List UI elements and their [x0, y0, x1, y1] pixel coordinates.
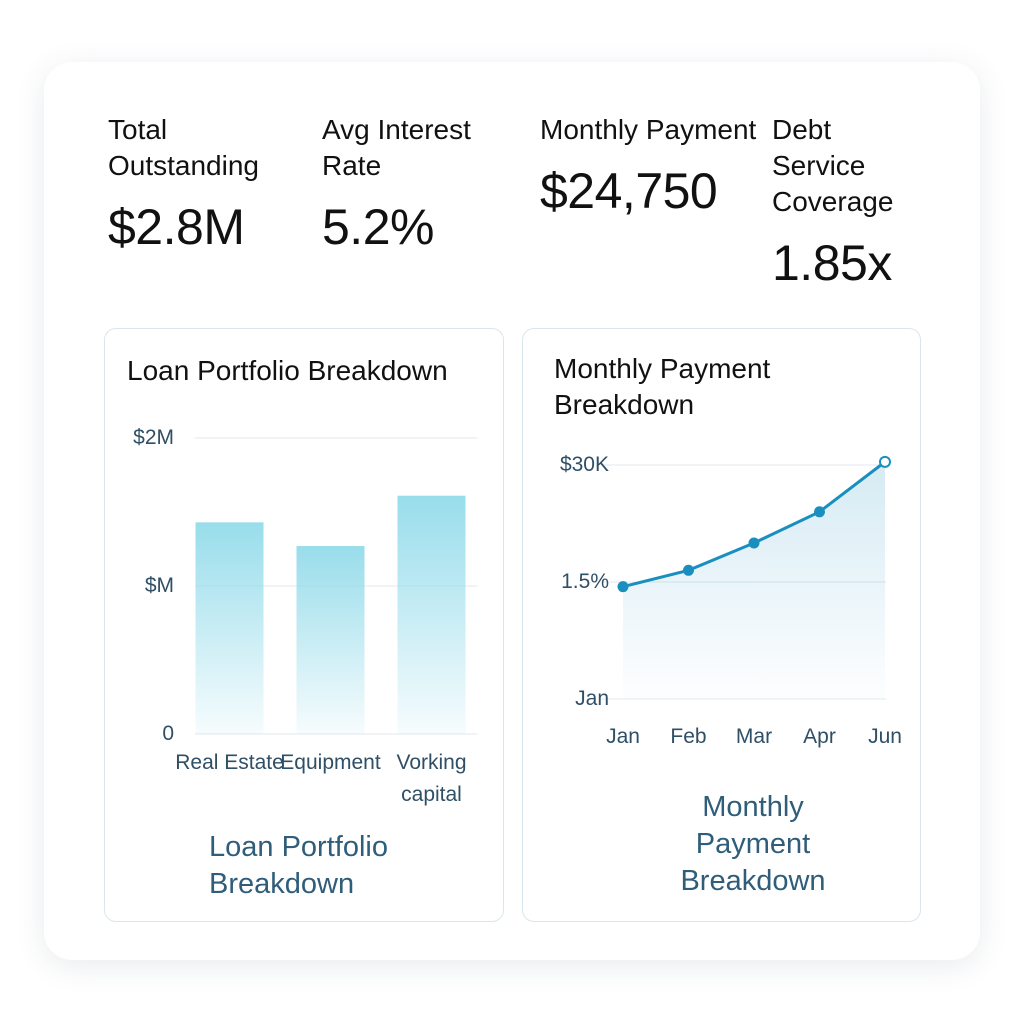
bar: [296, 546, 365, 734]
point: [748, 537, 760, 549]
chart-title: Monthly Payment Breakdown: [554, 353, 771, 420]
kpi-label: Debt Service Coverage: [772, 114, 894, 217]
y-tick-label: $30K: [559, 453, 609, 476]
bar: [397, 495, 466, 734]
kpi-label: Monthly Payment: [540, 114, 757, 145]
kpi: Total Outstanding $2.8M: [108, 112, 298, 256]
chart-panel: Loan Portfolio Breakdown 0 $M $2M Real Estat…: [104, 328, 504, 922]
kpi-value: 1.85x: [772, 235, 892, 291]
chart: [195, 437, 477, 735]
y-tick-label: 1.5%: [561, 570, 609, 593]
chart-caption: Loan Portfolio Breakdown: [209, 831, 388, 900]
point: [814, 506, 825, 518]
chart-caption: Monthly Payment Breakdown: [680, 791, 826, 897]
x-tick-label: Vorking capital: [396, 751, 467, 806]
bar: [195, 522, 264, 734]
kpi-label: Total Outstanding: [108, 114, 259, 181]
x-tick-label: Equipment: [280, 751, 381, 774]
point: [683, 564, 694, 576]
y-tick-label: $2M: [133, 426, 174, 449]
y-tick-label: Jan: [575, 687, 609, 710]
kpi-label: Avg Interest Rate: [322, 114, 471, 181]
x-tick-label: Jan: [606, 725, 640, 748]
kpi: Debt Service Coverage 1.85x: [772, 112, 922, 292]
y-tick-label: $M: [144, 574, 174, 597]
y-tick-label: 0: [162, 722, 174, 745]
chart: [601, 455, 891, 700]
kpi-value: 5.2%: [322, 199, 434, 255]
x-tick-label: Real Estate: [175, 751, 284, 774]
dashboard-card: Total Outstanding $2.8M Avg Interest Rate 5…: [44, 62, 980, 960]
x-tick-label: Jun: [868, 725, 902, 748]
kpi: Avg Interest Rate 5.2%: [322, 112, 512, 256]
x-tick-label: Feb: [670, 725, 707, 748]
x-tick-label: Mar: [735, 725, 773, 748]
kpi-value: $2.8M: [108, 199, 245, 255]
kpi: Monthly Payment $24,750: [540, 112, 760, 220]
chart-panel: Monthly Payment Breakdown Jan 1.5% $30K Jan F…: [522, 328, 921, 922]
point: [879, 455, 891, 468]
area: [623, 461, 885, 699]
chart-title: Loan Portfolio Breakdown: [127, 355, 448, 386]
point: [617, 581, 629, 593]
x-tick-label: Apr: [803, 725, 836, 748]
kpi-value: $24,750: [540, 163, 718, 219]
